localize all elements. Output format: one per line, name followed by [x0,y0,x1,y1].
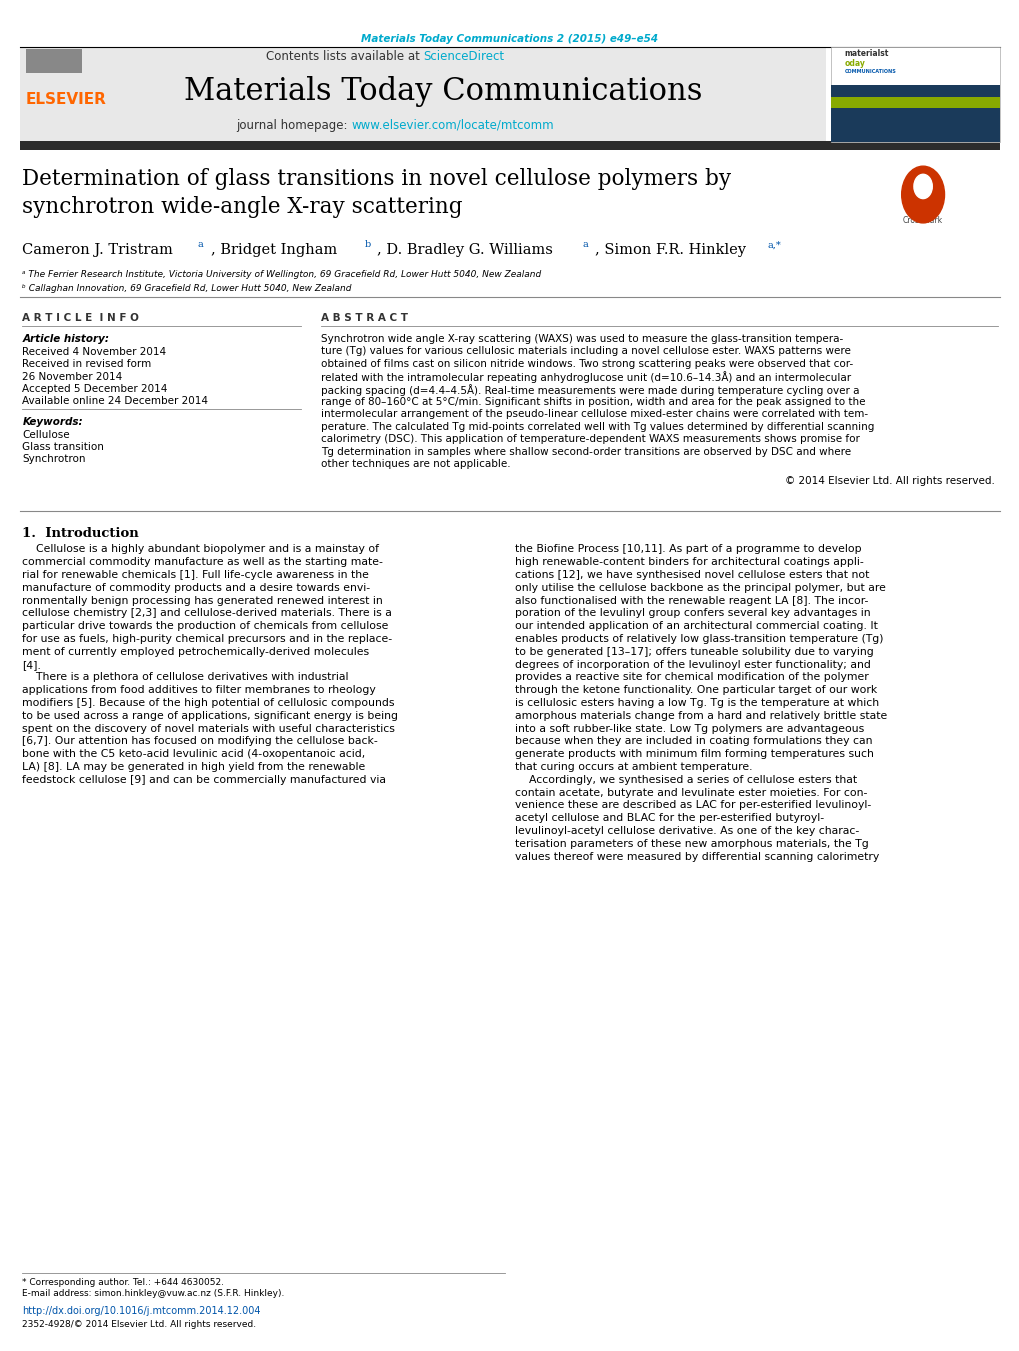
Text: Materials Today Communications: Materials Today Communications [184,76,702,107]
Text: materialst: materialst [844,49,889,58]
Text: Glass transition: Glass transition [22,442,104,451]
Text: Synchrotron: Synchrotron [22,454,86,463]
Text: Available online 24 December 2014: Available online 24 December 2014 [22,396,208,405]
Text: a,*: a,* [766,240,780,250]
Bar [20,141,999,150]
Text: Tg determination in samples where shallow second-order transitions are observed : Tg determination in samples where shallo… [321,447,851,457]
Text: A B S T R A C T: A B S T R A C T [321,313,408,323]
Bar [830,47,999,142]
Text: http://dx.doi.org/10.1016/j.mtcomm.2014.12.004: http://dx.doi.org/10.1016/j.mtcomm.2014.… [22,1306,261,1316]
Text: b: b [365,240,371,250]
Text: Article history:: Article history: [22,334,109,343]
Text: oday: oday [844,59,864,69]
Text: COMMUNICATIONS: COMMUNICATIONS [844,69,896,74]
Text: obtained of films cast on silicon nitride windows. Two strong scattering peaks w: obtained of films cast on silicon nitrid… [321,359,853,369]
Text: Synchrotron wide angle X-ray scattering (WAXS) was used to measure the glass-tra: Synchrotron wide angle X-ray scattering … [321,334,843,343]
Text: ELSEVIER: ELSEVIER [25,92,106,107]
Text: journal homepage:: journal homepage: [236,119,352,132]
Text: www.elsevier.com/locate/mtcomm: www.elsevier.com/locate/mtcomm [352,119,554,132]
Bar [830,97,999,108]
Text: a: a [198,240,204,250]
Text: range of 80–160°C at 5°C/min. Significant shifts in position, width and area for: range of 80–160°C at 5°C/min. Significan… [321,396,865,407]
Text: ᵇ Callaghan Innovation, 69 Gracefield Rd, Lower Hutt 5040, New Zealand: ᵇ Callaghan Innovation, 69 Gracefield Rd… [22,284,352,293]
Text: Contents lists available at: Contents lists available at [265,50,423,63]
Text: 2352-4928/© 2014 Elsevier Ltd. All rights reserved.: 2352-4928/© 2014 Elsevier Ltd. All right… [22,1320,257,1329]
Text: Received 4 November 2014: Received 4 November 2014 [22,347,166,357]
Circle shape [913,174,931,199]
Text: Accepted 5 December 2014: Accepted 5 December 2014 [22,384,168,393]
Text: , Simon F.R. Hinkley: , Simon F.R. Hinkley [594,243,745,257]
Text: , D. Bradley G. Williams: , D. Bradley G. Williams [377,243,552,257]
Text: A R T I C L E  I N F O: A R T I C L E I N F O [22,313,140,323]
Text: other techniques are not applicable.: other techniques are not applicable. [321,459,511,469]
Text: Cellulose: Cellulose [22,430,70,439]
Text: 26 November 2014: 26 November 2014 [22,372,122,381]
Text: 1.  Introduction: 1. Introduction [22,527,139,540]
Text: Determination of glass transitions in novel cellulose polymers by
synchrotron wi: Determination of glass transitions in no… [22,168,731,219]
Text: Received in revised form: Received in revised form [22,359,152,369]
Text: perature. The calculated Tg mid-points correlated well with Tg values determined: perature. The calculated Tg mid-points c… [321,422,874,432]
Text: related with the intramolecular repeating anhydroglucose unit (d=10.6–14.3Å) and: related with the intramolecular repeatin… [321,372,851,384]
Text: a: a [582,240,588,250]
Text: calorimetry (DSC). This application of temperature-dependent WAXS measurements s: calorimetry (DSC). This application of t… [321,434,859,444]
Text: Cameron J. Tristram: Cameron J. Tristram [22,243,173,257]
Text: Keywords:: Keywords: [22,417,83,427]
Text: ture (Tg) values for various cellulosic materials including a novel cellulose es: ture (Tg) values for various cellulosic … [321,346,850,357]
Bar [25,49,82,73]
Text: CrossMark: CrossMark [902,216,943,226]
Text: ᵃ The Ferrier Research Institute, Victoria University of Wellington, 69 Gracefie: ᵃ The Ferrier Research Institute, Victor… [22,270,541,280]
Text: * Corresponding author. Tel.: +644 4630052.: * Corresponding author. Tel.: +644 46300… [22,1278,224,1288]
Text: Cellulose is a highly abundant biopolymer and is a mainstay of
commercial commod: Cellulose is a highly abundant biopolyme… [22,544,398,785]
Bar [20,47,825,142]
Text: ScienceDirect: ScienceDirect [423,50,504,63]
Text: packing spacing (d=4.4–4.5Å). Real-time measurements were made during temperatur: packing spacing (d=4.4–4.5Å). Real-time … [321,384,859,396]
Text: Materials Today Communications 2 (2015) e49–e54: Materials Today Communications 2 (2015) … [361,34,658,43]
Text: intermolecular arrangement of the pseudo-linear cellulose mixed-ester chains wer: intermolecular arrangement of the pseudo… [321,409,867,419]
Text: , Bridget Ingham: , Bridget Ingham [211,243,337,257]
Circle shape [901,166,944,223]
Text: the Biofine Process [10,11]. As part of a programme to develop
high renewable-co: the Biofine Process [10,11]. As part of … [515,544,887,862]
Bar [830,85,999,142]
Text: © 2014 Elsevier Ltd. All rights reserved.: © 2014 Elsevier Ltd. All rights reserved… [784,476,994,486]
Text: E-mail address: simon.hinkley@vuw.ac.nz (S.F.R. Hinkley).: E-mail address: simon.hinkley@vuw.ac.nz … [22,1289,284,1298]
